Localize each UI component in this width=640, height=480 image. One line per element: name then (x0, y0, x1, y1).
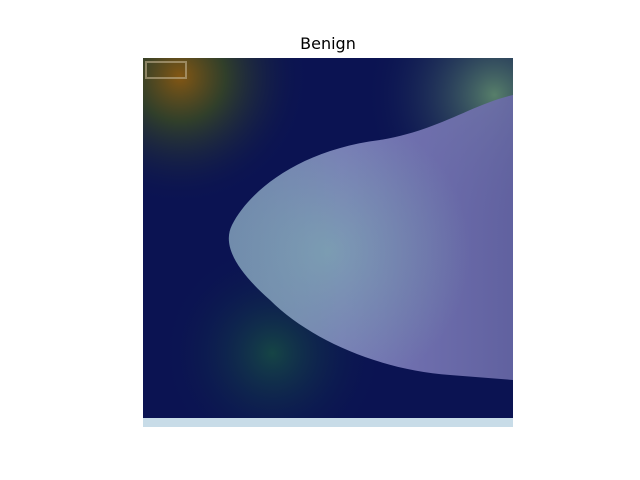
title: Benign (300, 34, 356, 53)
heatmap-image (143, 58, 513, 427)
